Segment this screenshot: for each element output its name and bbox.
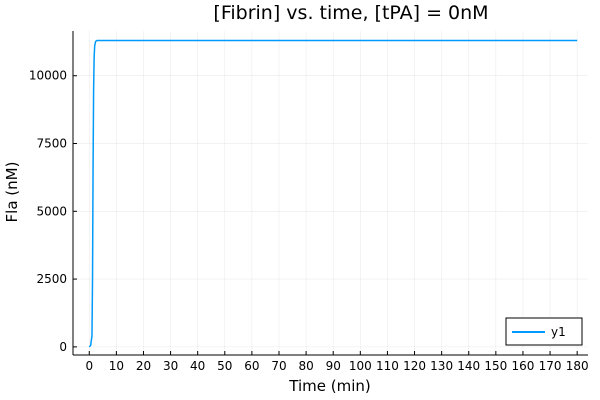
x-tick-label: 100 (349, 359, 372, 373)
x-tick-label: 50 (217, 359, 232, 373)
x-axis-label: Time (min) (288, 377, 370, 395)
x-tick-label: 20 (136, 359, 151, 373)
y-tick-label: 2500 (36, 272, 67, 286)
x-tick-label: 80 (298, 359, 313, 373)
x-tick-label: 110 (376, 359, 399, 373)
x-tick-label: 120 (403, 359, 426, 373)
x-tick-label: 60 (244, 359, 259, 373)
x-tick-label: 30 (163, 359, 178, 373)
y-tick-label: 0 (59, 340, 67, 354)
y-tick-label: 7500 (36, 137, 67, 151)
legend: y1 (506, 318, 582, 345)
y-axis-label: Fla (nM) (3, 162, 21, 223)
x-tick-label: 40 (190, 359, 205, 373)
x-tick-label: 90 (326, 359, 341, 373)
chart-title: [Fibrin] vs. time, [tPA] = 0nM (213, 2, 488, 24)
x-tick-label: 70 (271, 359, 286, 373)
x-tick-label: 150 (484, 359, 507, 373)
x-tick-label: 0 (85, 359, 93, 373)
x-tick-label: 160 (511, 359, 534, 373)
x-tick-label: 130 (430, 359, 453, 373)
y-tick-label: 5000 (36, 204, 67, 218)
x-tick-label: 170 (539, 359, 562, 373)
x-tick-label: 180 (566, 359, 589, 373)
legend-label: y1 (551, 325, 566, 339)
y-tick-label: 10000 (29, 69, 67, 83)
x-tick-label: 10 (109, 359, 124, 373)
x-tick-label: 140 (457, 359, 480, 373)
